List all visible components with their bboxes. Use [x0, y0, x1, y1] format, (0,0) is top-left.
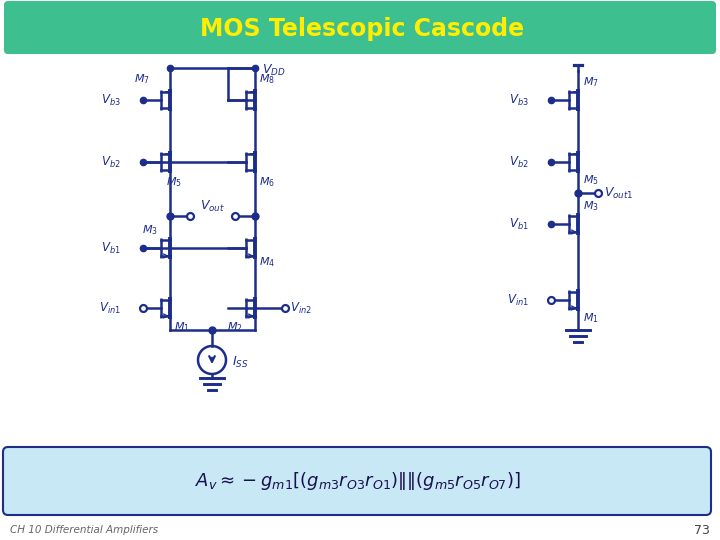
Text: $V_{b3}$: $V_{b3}$: [509, 92, 529, 107]
Text: $V_{in1}$: $V_{in1}$: [99, 300, 121, 315]
Text: $V_{in1}$: $V_{in1}$: [507, 293, 529, 308]
Text: $V_{DD}$: $V_{DD}$: [262, 63, 286, 78]
Text: $M_6$: $M_6$: [259, 175, 275, 189]
Text: $M_3$: $M_3$: [142, 223, 158, 237]
Text: $A_v \approx -g_{m1}\left[\left(g_{m3}r_{O3}r_{O1}\right)\|\|\left(g_{m5}r_{O5}r: $A_v \approx -g_{m1}\left[\left(g_{m3}r_…: [195, 470, 521, 492]
Text: $I_{SS}$: $I_{SS}$: [232, 354, 248, 369]
FancyBboxPatch shape: [3, 447, 711, 515]
Text: $V_{b1}$: $V_{b1}$: [509, 217, 529, 232]
Text: $M_7$: $M_7$: [583, 75, 599, 89]
Text: MOS Telescopic Cascode: MOS Telescopic Cascode: [200, 17, 524, 41]
Text: $M_1$: $M_1$: [174, 320, 190, 334]
Text: $V_{out}$: $V_{out}$: [200, 199, 225, 214]
Text: $M_8$: $M_8$: [259, 72, 275, 86]
Text: $V_{out1}$: $V_{out1}$: [604, 185, 634, 200]
Text: $M_2$: $M_2$: [227, 320, 243, 334]
Text: CH 10 Differential Amplifiers: CH 10 Differential Amplifiers: [10, 525, 158, 535]
Text: $V_{b2}$: $V_{b2}$: [102, 154, 121, 170]
Text: $V_{b1}$: $V_{b1}$: [102, 240, 121, 255]
Text: $M_5$: $M_5$: [166, 175, 182, 189]
Text: 73: 73: [694, 523, 710, 537]
Text: $V_{in2}$: $V_{in2}$: [290, 300, 312, 315]
Text: $M_7$: $M_7$: [134, 72, 150, 86]
Text: $M_5$: $M_5$: [583, 173, 599, 187]
Text: $V_{b2}$: $V_{b2}$: [509, 154, 529, 170]
Text: $M_1$: $M_1$: [583, 311, 599, 325]
FancyBboxPatch shape: [4, 1, 716, 54]
Text: $M_4$: $M_4$: [259, 255, 275, 269]
Text: $M_3$: $M_3$: [583, 199, 599, 213]
Text: $V_{b3}$: $V_{b3}$: [102, 92, 121, 107]
